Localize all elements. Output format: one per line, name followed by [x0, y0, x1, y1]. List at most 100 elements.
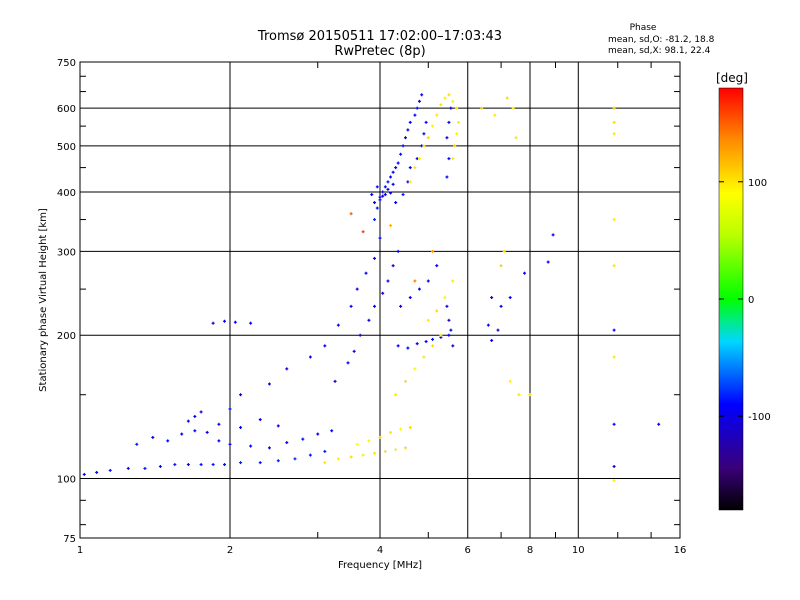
x-tick-label: 10	[572, 545, 585, 556]
echo-point-x	[417, 157, 421, 161]
echo-point-o	[523, 271, 527, 275]
echo-point-x	[499, 264, 503, 268]
echo-point-o	[394, 166, 398, 170]
echo-point-o	[239, 461, 243, 465]
echo-point-o	[413, 113, 417, 117]
echo-point-o	[417, 287, 421, 291]
echo-point-x	[403, 379, 407, 383]
echo-point-x	[431, 249, 435, 253]
y-tick-label: 400	[57, 188, 76, 199]
echo-point-x	[612, 218, 616, 222]
echo-point-o	[486, 323, 490, 327]
echo-point-o	[217, 439, 221, 443]
echo-point-o	[217, 422, 221, 426]
echo-point-o	[391, 182, 395, 186]
echo-point-x	[389, 224, 393, 228]
echo-point-o	[323, 344, 327, 348]
echo-point-o	[258, 418, 262, 422]
echo-point-o	[401, 144, 405, 148]
echo-point-o	[396, 249, 400, 253]
echo-point-o	[258, 461, 262, 465]
echo-point-o	[447, 318, 451, 322]
echo-point-x	[514, 136, 518, 140]
echo-point-o	[490, 296, 494, 300]
echo-point-x	[612, 264, 616, 268]
echo-point-o	[415, 106, 419, 110]
echo-point-x	[451, 157, 455, 161]
echo-point-x	[435, 309, 439, 313]
echo-point-x	[443, 96, 447, 100]
echo-point-o	[394, 201, 398, 205]
echo-point-o	[546, 260, 550, 264]
colorbar-tick-label: 0	[748, 295, 754, 306]
echo-point-o	[349, 304, 353, 308]
echo-point-o	[180, 432, 184, 436]
colorbar-tick-label: -100	[748, 412, 771, 423]
echo-point-x	[426, 318, 430, 322]
echo-point-x	[612, 106, 616, 110]
x-tick-label: 6	[465, 545, 471, 556]
y-axis-label: Stationary phase Virtual Height [km]	[38, 208, 49, 392]
x-tick-label: 2	[227, 545, 233, 556]
echo-point-x	[612, 355, 616, 359]
echo-point-o	[612, 328, 616, 332]
echo-point-o	[381, 190, 385, 194]
echo-point-o	[391, 170, 395, 174]
echo-point-o	[316, 432, 320, 436]
echo-point-o	[499, 304, 503, 308]
echo-point-x	[349, 212, 353, 216]
echo-point-x	[349, 455, 353, 459]
echo-point-o	[612, 422, 616, 426]
echo-point-x	[443, 296, 447, 300]
echo-point-o	[370, 193, 374, 197]
echo-point-x	[455, 106, 459, 110]
echo-point-x	[431, 124, 435, 128]
echo-point-x	[413, 166, 417, 170]
echo-point-o	[346, 361, 350, 365]
echo-point-x	[361, 230, 365, 234]
echo-point-x	[408, 180, 412, 184]
echo-point-o	[406, 128, 410, 132]
echo-point-o	[375, 206, 379, 210]
echo-point-o	[422, 132, 426, 136]
echo-point-x	[508, 379, 512, 383]
echo-point-o	[151, 435, 155, 439]
echo-point-x	[447, 93, 451, 97]
echo-point-o	[143, 466, 147, 470]
echo-point-x	[355, 442, 359, 446]
echo-point-o	[323, 449, 327, 453]
echo-point-o	[285, 441, 289, 445]
colorbar-tick-label: 100	[748, 178, 767, 189]
echo-point-o	[381, 194, 385, 198]
echo-point-o	[490, 338, 494, 342]
echo-point-o	[445, 304, 449, 308]
echo-point-x	[399, 427, 403, 431]
echo-point-x	[528, 393, 532, 397]
echo-point-x	[439, 103, 443, 107]
echo-point-x	[612, 479, 616, 483]
echo-point-o	[420, 93, 424, 97]
echo-point-o	[508, 296, 512, 300]
echo-point-o	[424, 120, 428, 124]
echo-point-o	[449, 328, 453, 332]
echo-point-o	[373, 218, 377, 222]
y-tick-label: 300	[57, 247, 76, 258]
echo-point-o	[612, 464, 616, 468]
echo-point-o	[399, 304, 403, 308]
echo-point-o	[173, 463, 177, 467]
echo-point-o	[276, 424, 280, 428]
echo-point-x	[413, 367, 417, 371]
echo-point-o	[389, 191, 393, 195]
echo-point-o	[378, 195, 382, 199]
echo-point-x	[336, 457, 340, 461]
echo-point-o	[228, 407, 232, 411]
echo-point-o	[330, 429, 334, 433]
echo-point-x	[431, 344, 435, 348]
echo-point-o	[95, 470, 99, 474]
echo-point-o	[166, 439, 170, 443]
echo-point-x	[413, 279, 417, 283]
echo-point-o	[373, 201, 377, 205]
echo-point-o	[364, 271, 368, 275]
echo-point-o	[408, 296, 412, 300]
